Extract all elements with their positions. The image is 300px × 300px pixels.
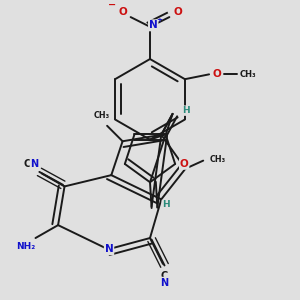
Text: N: N (149, 20, 158, 30)
Text: O: O (213, 69, 221, 79)
Text: C: C (161, 271, 168, 281)
Text: C: C (24, 160, 31, 170)
Text: H: H (182, 106, 189, 115)
Text: O: O (173, 7, 182, 17)
Text: N: N (160, 278, 169, 287)
Text: CH₃: CH₃ (94, 111, 110, 120)
Text: O: O (180, 159, 189, 169)
Text: N: N (105, 244, 113, 254)
Text: CH₃: CH₃ (239, 70, 256, 79)
Text: +: + (157, 17, 163, 23)
Text: O: O (118, 7, 127, 17)
Text: −: − (108, 0, 116, 10)
Text: H: H (162, 200, 170, 209)
Text: CH₃: CH₃ (210, 154, 226, 164)
Text: NH₂: NH₂ (16, 242, 35, 250)
Text: N: N (31, 160, 39, 170)
